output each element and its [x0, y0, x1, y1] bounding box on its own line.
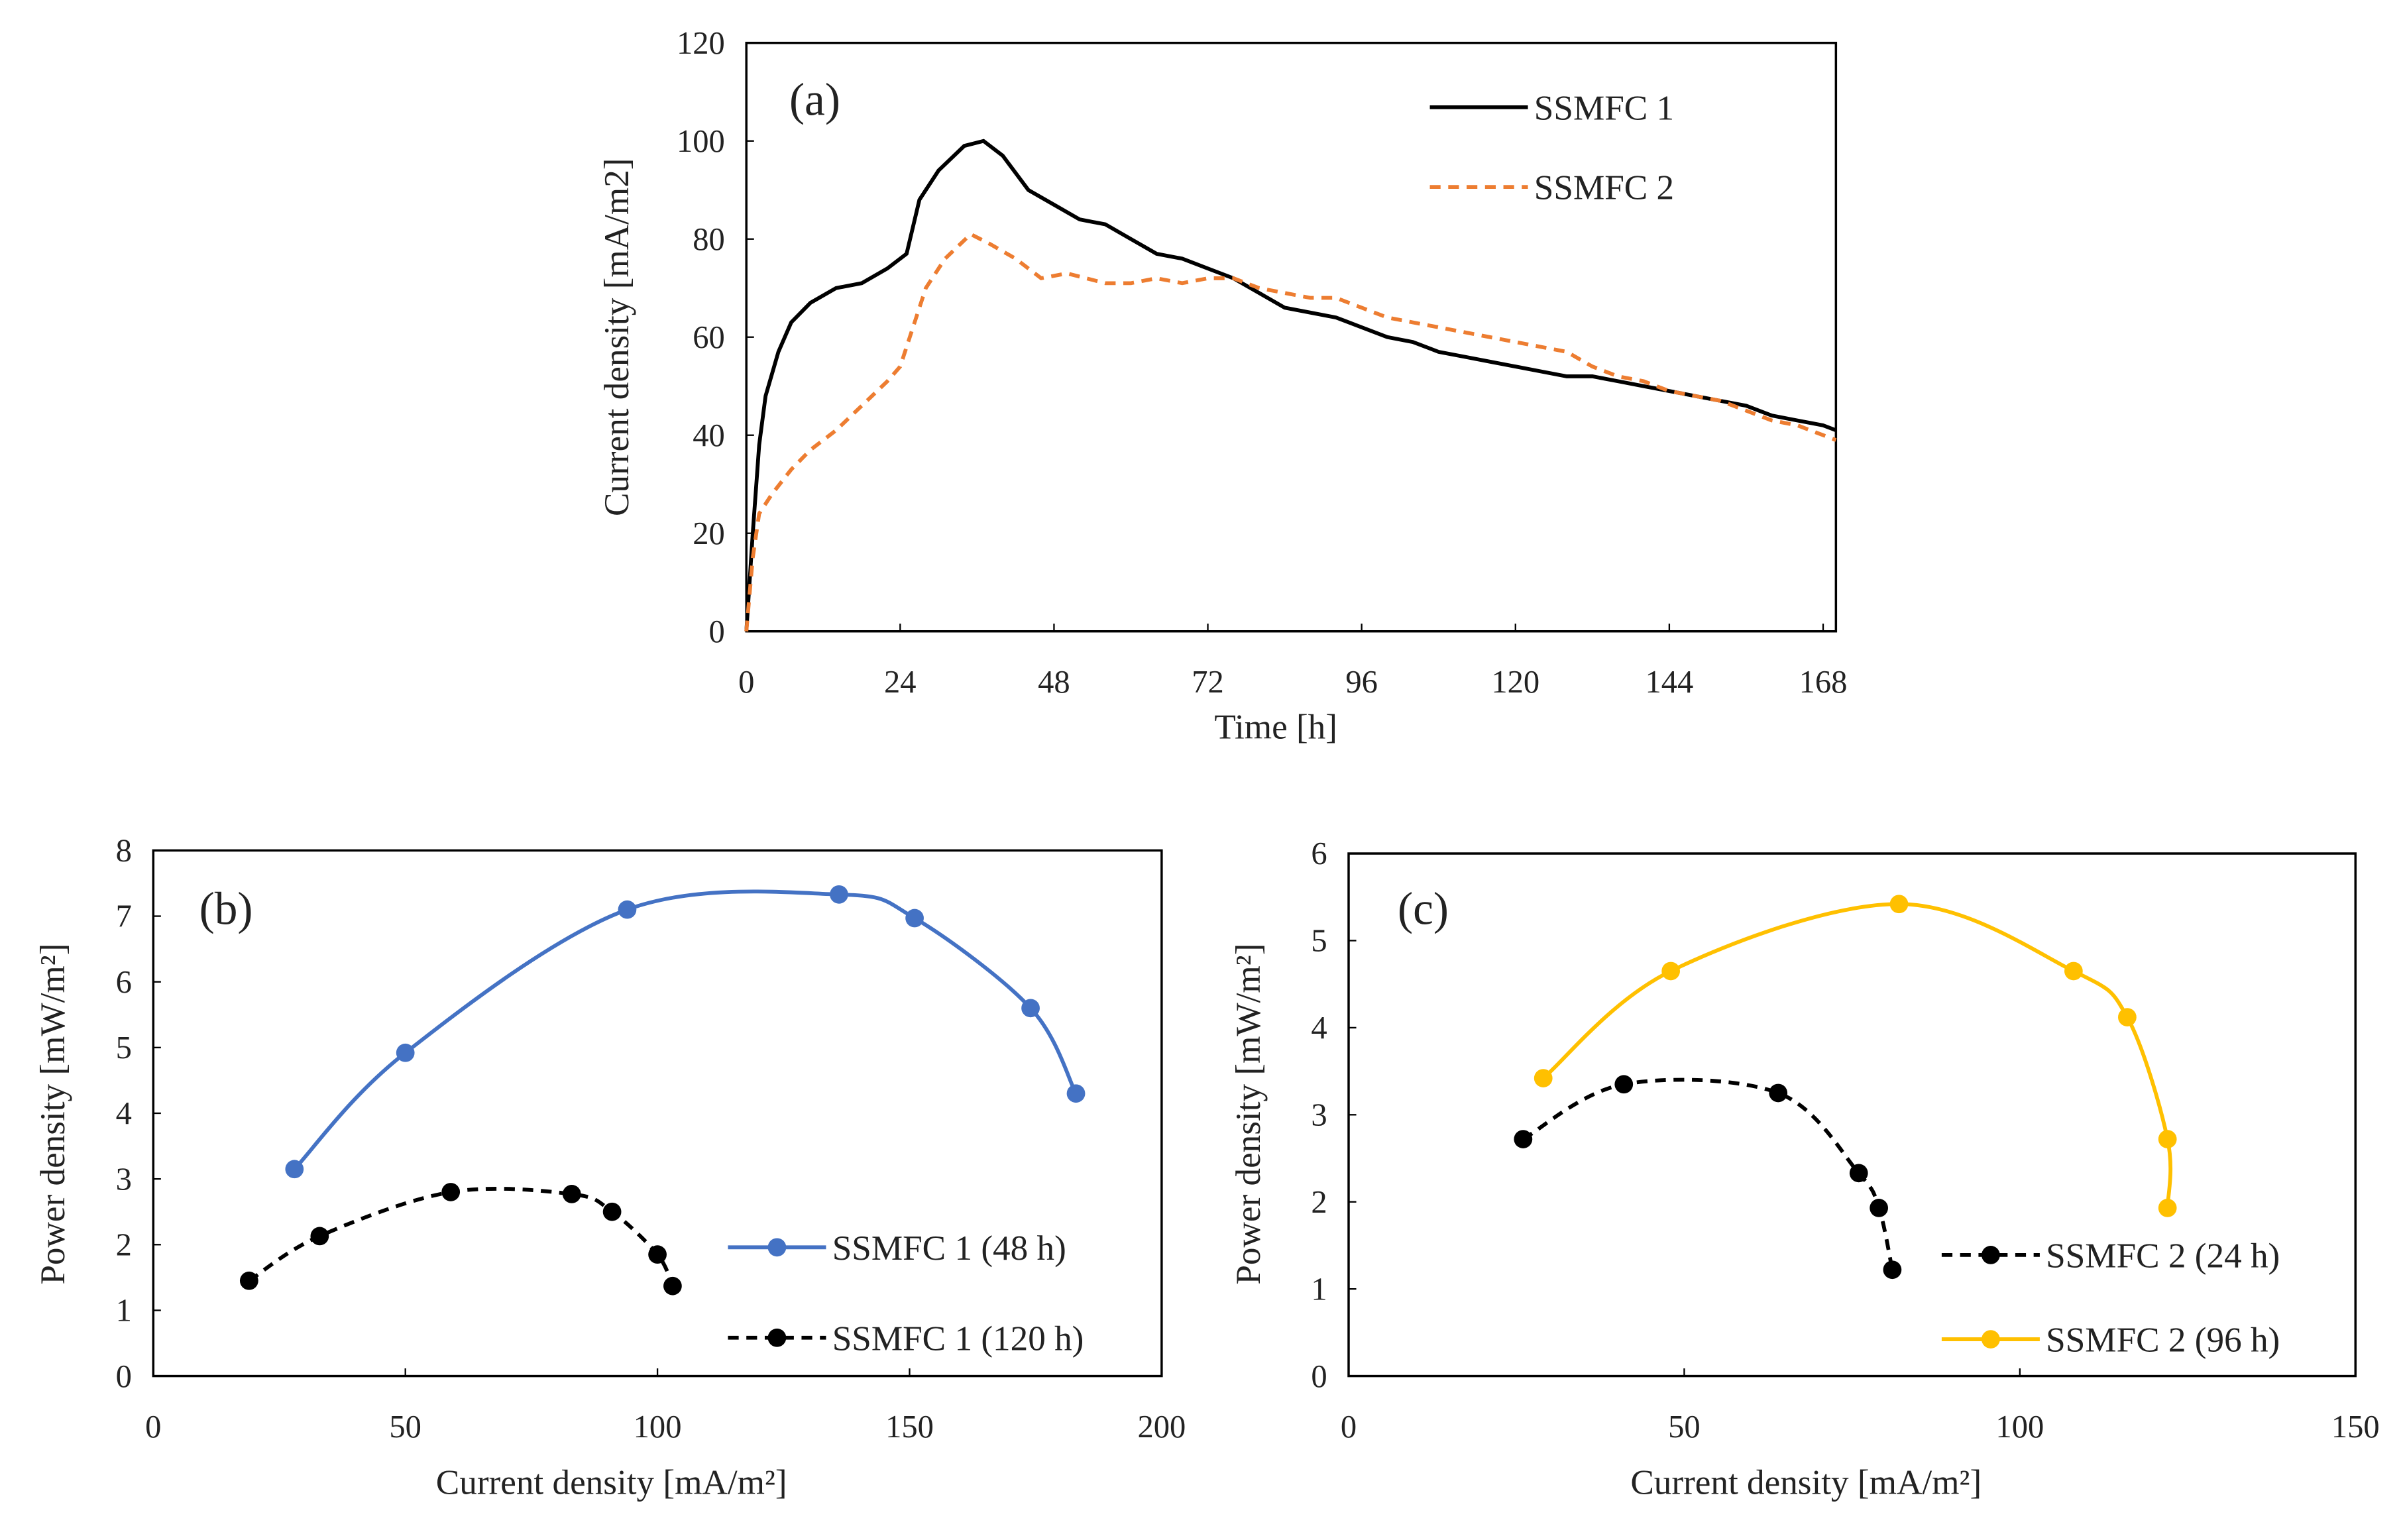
y-tick-label: 2 [116, 1227, 132, 1262]
series-line-ssmfc-1 [744, 138, 1837, 632]
data-point [1661, 962, 1681, 981]
data-point [830, 885, 848, 904]
series-line-ssmfc-2 [744, 231, 1837, 632]
data-point [562, 1185, 581, 1203]
data-point [1769, 1083, 1788, 1103]
data-point [663, 1276, 682, 1295]
y-tick-label: 5 [116, 1030, 132, 1066]
data-point [1883, 1260, 1902, 1280]
y-tick-label: 6 [1311, 836, 1327, 871]
series-line-ssmfc-2-24-h- [1522, 1077, 1895, 1270]
x-tick-label: 0 [738, 664, 754, 700]
plot-area [152, 849, 1163, 1378]
x-tick-label: 24 [884, 664, 917, 700]
x-tick-label: 50 [1668, 1409, 1701, 1445]
y-tick-label: 7 [116, 899, 132, 934]
data-point [1514, 1130, 1533, 1148]
y-tick-label: 100 [677, 123, 725, 159]
x-tick-label: 0 [1341, 1409, 1357, 1445]
chart-panel-a: 0 20 40 60 80 100 120 0 24 48 72 96 120 144 168 Time [h… [597, 25, 1847, 747]
y-tick-label: 8 [116, 833, 132, 869]
data-point [1870, 1199, 1889, 1217]
data-point [1614, 1075, 1634, 1094]
x-tick-label: 150 [2331, 1409, 2380, 1445]
data-point [441, 1183, 461, 1201]
panel-label: (a) [789, 74, 840, 125]
data-point [1066, 1084, 1086, 1103]
data-point [618, 900, 637, 919]
series-line-ssmfc-1-48-h- [293, 889, 1078, 1171]
x-axis-title: Current density [mA/m²] [436, 1463, 787, 1502]
x-tick-label: 50 [389, 1409, 421, 1445]
x-tick-label: 100 [634, 1409, 682, 1445]
x-tick-label: 150 [885, 1409, 934, 1445]
chart-panel-c: 0 1 2 3 4 5 6 0 50 100 150 Current density [mA/m²] P… [1229, 836, 2380, 1502]
data-point [1849, 1164, 1868, 1183]
data-point [1021, 999, 1040, 1018]
y-axis-title: Power density [mW/m²] [1229, 944, 1268, 1285]
data-point [1534, 1069, 1553, 1087]
y-tick-label: 1 [116, 1293, 132, 1329]
data-point [1889, 895, 1909, 914]
data-point [648, 1245, 667, 1264]
chart-panel-b: 0 1 2 3 4 5 6 7 8 0 50 100 150 200 Current density [mA… [33, 833, 1186, 1502]
legend-label: SSMFC 1 (120 h) [832, 1319, 1084, 1358]
legend-label: SSMFC 1 [1534, 88, 1674, 127]
y-tick-label: 4 [116, 1095, 132, 1131]
legend-label: SSMFC 2 [1534, 168, 1674, 207]
legend-label: SSMFC 2 (24 h) [2046, 1236, 2280, 1275]
y-tick-label: 60 [693, 319, 725, 355]
data-point [602, 1202, 622, 1221]
data-point [310, 1227, 329, 1246]
y-axis-title: Power density [mW/m²] [33, 944, 72, 1285]
series-line-ssmfc-2-96-h- [1541, 902, 2173, 1208]
data-point [2118, 1008, 2137, 1026]
legend-label: SSMFC 1 (48 h) [832, 1229, 1066, 1268]
y-tick-label: 1 [1311, 1271, 1327, 1307]
panel-label: (b) [199, 883, 253, 934]
data-point [2158, 1130, 2177, 1148]
y-tick-label: 6 [116, 964, 132, 1000]
data-point [285, 1160, 304, 1179]
x-axis-title: Time [h] [1214, 708, 1337, 747]
y-tick-label: 20 [693, 516, 725, 551]
x-tick-label: 0 [145, 1409, 161, 1445]
data-point [396, 1043, 415, 1062]
x-axis-title: Current density [mA/m²] [1630, 1463, 1982, 1502]
legend-label: SSMFC 2 (96 h) [2046, 1321, 2280, 1360]
y-axis-title: Current density [mA/m2] [597, 158, 636, 516]
y-tick-label: 4 [1311, 1010, 1327, 1046]
plot-area [745, 42, 1838, 633]
legend-marker [1982, 1246, 2000, 1264]
data-point [2158, 1199, 2177, 1217]
y-tick-label: 80 [693, 221, 725, 257]
data-point [2064, 962, 2083, 981]
x-tick-label: 48 [1038, 664, 1070, 700]
legend-marker [767, 1328, 787, 1347]
y-tick-label: 0 [709, 614, 725, 649]
data-point [239, 1271, 258, 1290]
y-tick-label: 40 [693, 417, 725, 453]
legend-marker [1982, 1330, 2000, 1348]
panel-label: (c) [1398, 883, 1449, 934]
y-tick-label: 5 [1311, 923, 1327, 959]
x-tick-label: 100 [1995, 1409, 2044, 1445]
y-tick-label: 3 [1311, 1097, 1327, 1132]
legend-marker [767, 1238, 787, 1257]
y-tick-label: 120 [677, 25, 725, 61]
x-tick-label: 144 [1645, 664, 1693, 700]
x-tick-label: 120 [1491, 664, 1539, 700]
y-tick-label: 0 [1311, 1358, 1327, 1394]
x-tick-label: 72 [1192, 664, 1224, 700]
x-tick-label: 200 [1137, 1409, 1186, 1445]
y-tick-label: 0 [116, 1358, 132, 1394]
y-tick-label: 2 [1311, 1184, 1327, 1220]
x-tick-label: 96 [1345, 664, 1378, 700]
data-point [905, 908, 924, 928]
x-tick-label: 168 [1799, 664, 1848, 700]
plot-area [1347, 852, 2357, 1378]
y-tick-label: 3 [116, 1161, 132, 1197]
